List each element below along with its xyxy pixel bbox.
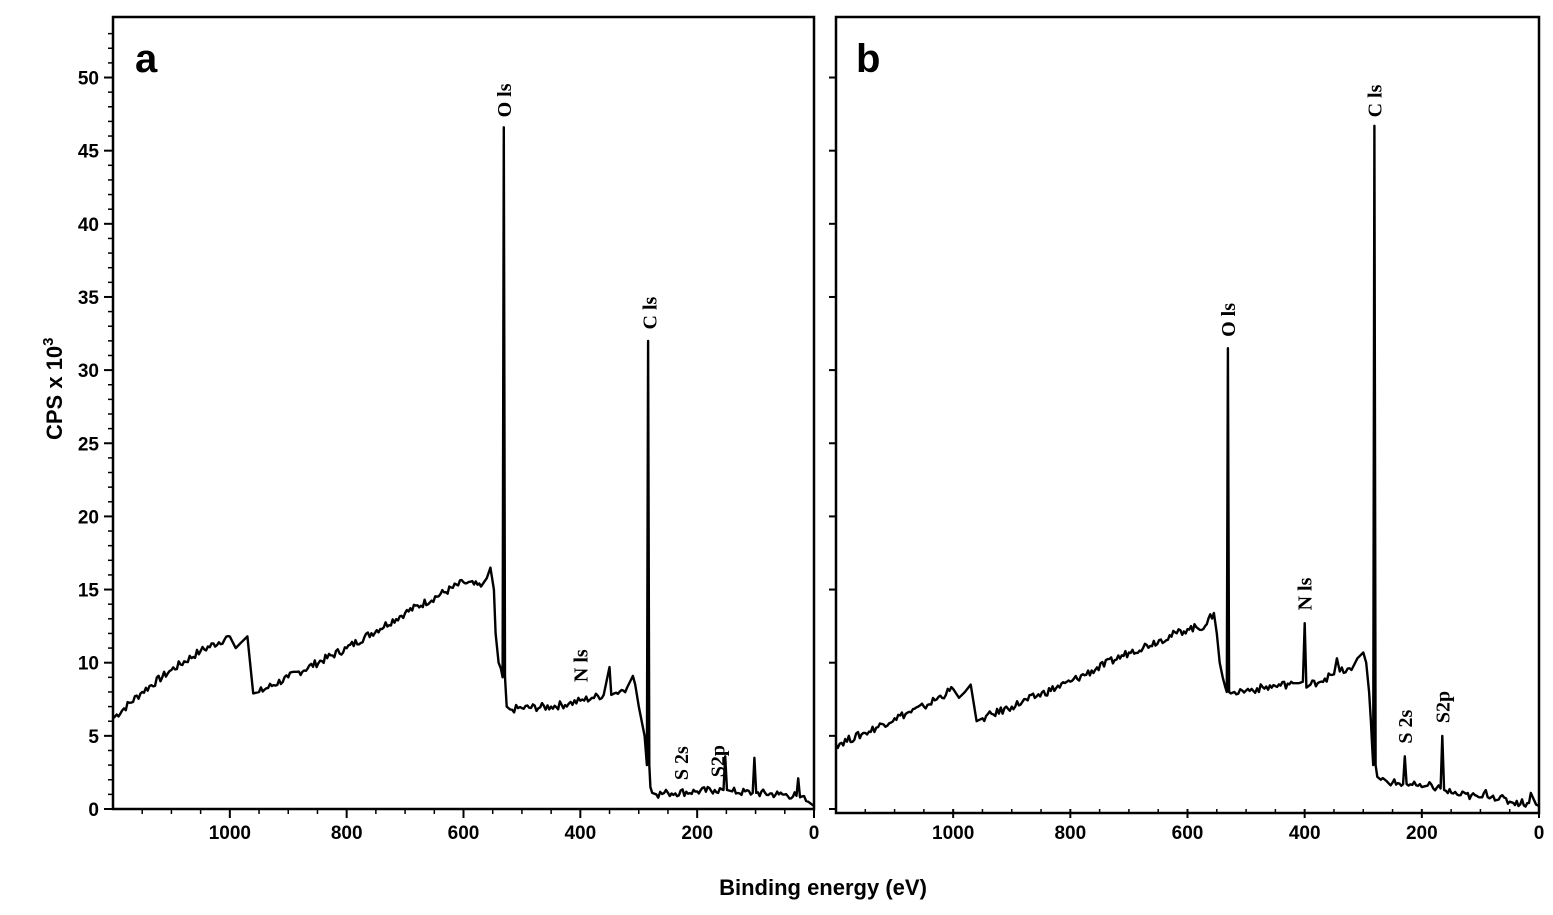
y-axis-title-text: CPS x 10: [42, 346, 67, 440]
y-tick-label: 15: [78, 581, 100, 602]
x-tick-label: 200: [1406, 823, 1438, 844]
x-axis-title: Binding energy (eV): [719, 875, 927, 900]
panel-b: b 1000 800 600 400 200 0 C ls O ls N ls S 2s S2p: [829, 15, 1545, 844]
panel-a-spectrum-line: [112, 126, 815, 808]
x-tick-label: 600: [448, 823, 480, 844]
x-tick-label: 1000: [209, 823, 251, 844]
y-axis-title: CPS x 103: [40, 337, 67, 440]
peak-label: C ls: [639, 297, 661, 330]
x-tick-label: 1000: [932, 823, 974, 844]
x-tick-label: 0: [1534, 823, 1545, 844]
y-tick-label: 20: [78, 507, 99, 528]
x-tick-label: 200: [681, 823, 713, 844]
y-tick-label: 50: [78, 69, 99, 90]
y-axis-title-exponent: 3: [40, 337, 57, 345]
panel-b-peak-labels: C ls O ls N ls S 2s S2p: [1218, 84, 1454, 743]
panel-b-y-axis: [829, 76, 836, 810]
x-tick-label: 400: [564, 823, 596, 844]
y-tick-label: 25: [78, 434, 100, 455]
y-tick-label: 40: [78, 215, 99, 236]
panel-b-spectrum-line: [834, 124, 1540, 808]
peak-label: N ls: [570, 649, 592, 682]
panel-a-letter: a: [135, 37, 158, 81]
y-tick-label: 10: [78, 654, 99, 675]
peak-label: C ls: [1364, 84, 1386, 117]
panel-a-frame: [111, 15, 816, 811]
peak-label: S2p: [1432, 691, 1454, 723]
x-tick-label: 800: [331, 823, 363, 844]
y-tick-label: 35: [78, 288, 100, 309]
panel-b-x-axis: 1000 800 600 400 200 0: [864, 809, 1545, 844]
x-tick-label: 0: [809, 823, 820, 844]
x-tick-label: 800: [1054, 823, 1086, 844]
y-tick-label: 30: [78, 361, 99, 382]
x-tick-label: 400: [1289, 823, 1321, 844]
panel-a: a 1000 800 600 400 200 0 0 5 10 15 20 25 30 35 40 45 50…: [78, 15, 820, 844]
peak-label: S 2s: [1395, 709, 1417, 743]
y-tick-label: 45: [78, 142, 100, 163]
panel-a-y-axis: 0 5 10 15 20 25 30 35 40 45 50: [78, 32, 113, 821]
peak-label: S 2s: [671, 746, 693, 780]
x-tick-label: 600: [1172, 823, 1204, 844]
panel-a-peak-labels: O ls C ls N ls S 2s S2p: [494, 83, 730, 780]
peak-label: S2p: [708, 745, 730, 777]
peak-label: O ls: [1218, 303, 1240, 337]
y-tick-label: 0: [88, 800, 99, 821]
panel-a-x-axis: 1000 800 600 400 200 0: [141, 809, 820, 844]
y-tick-label: 5: [88, 727, 99, 748]
peak-label: O ls: [494, 83, 516, 117]
panel-b-letter: b: [856, 37, 880, 81]
peak-label: N ls: [1295, 577, 1317, 610]
